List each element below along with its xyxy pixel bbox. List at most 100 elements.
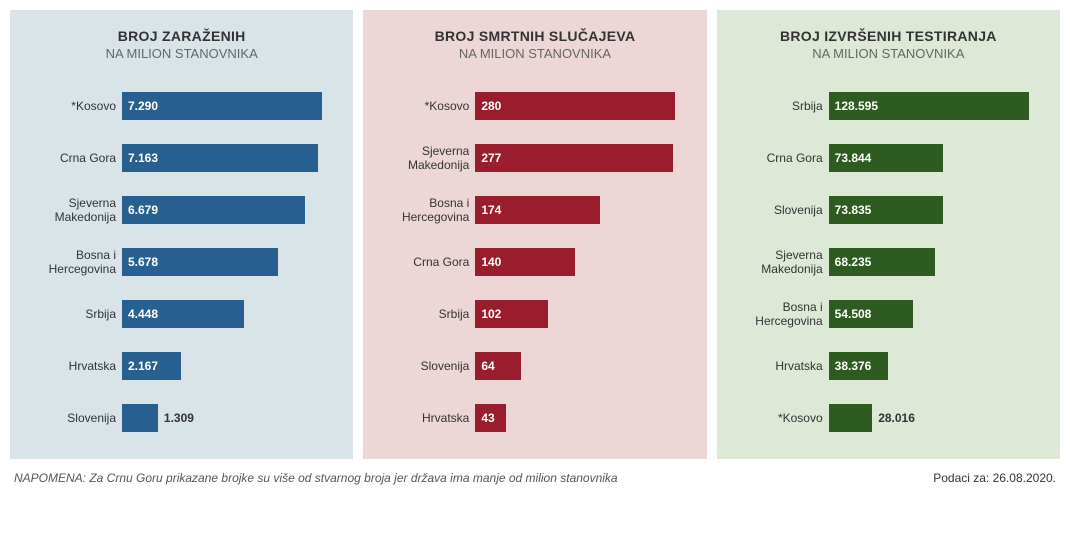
- bar-area: 102: [475, 295, 692, 333]
- bar: [122, 404, 158, 432]
- bar-value: 68.235: [829, 255, 872, 269]
- bar-row: Bosna i Hercegovina5.678: [24, 243, 339, 281]
- bar-area: 7.290: [122, 87, 339, 125]
- bar: 7.290: [122, 92, 322, 120]
- footnote-text: NAPOMENA: Za Crnu Goru prikazane brojke …: [14, 471, 618, 485]
- bar-value: 64: [475, 359, 494, 373]
- bar: 5.678: [122, 248, 278, 276]
- bar: 102: [475, 300, 548, 328]
- bar-row: Slovenija64: [377, 347, 692, 385]
- bar-value: 73.835: [829, 203, 872, 217]
- bar-label: Slovenija: [24, 411, 122, 425]
- bar-value: 54.508: [829, 307, 872, 321]
- bar-label: Srbija: [731, 99, 829, 113]
- panel-title: BROJ ZARAŽENIH: [24, 28, 339, 44]
- bar-label: Slovenija: [731, 203, 829, 217]
- bar-label: Sjeverna Makedonija: [731, 248, 829, 277]
- bar: 4.448: [122, 300, 244, 328]
- panels-container: BROJ ZARAŽENIH NA MILION STANOVNIKA *Kosov…: [10, 10, 1060, 459]
- bar-value: 7.163: [122, 151, 158, 165]
- bar-label: *Kosovo: [731, 411, 829, 425]
- bar-value: 43: [475, 411, 494, 425]
- date-text: Podaci za: 26.08.2020.: [933, 471, 1056, 485]
- bar: 43: [475, 404, 506, 432]
- bar-label: Hrvatska: [24, 359, 122, 373]
- bar-area: 6.679: [122, 191, 339, 229]
- bar-label: Crna Gora: [731, 151, 829, 165]
- bar-value: 5.678: [122, 255, 158, 269]
- bar-area: 2.167: [122, 347, 339, 385]
- bar-row: Bosna i Hercegovina174: [377, 191, 692, 229]
- bar-row: Crna Gora73.844: [731, 139, 1046, 177]
- bar-row: Slovenija1.309: [24, 399, 339, 437]
- bar: 73.844: [829, 144, 944, 172]
- bar-area: 174: [475, 191, 692, 229]
- bar-value: 2.167: [122, 359, 158, 373]
- bar-label: Crna Gora: [377, 255, 475, 269]
- bar: 280: [475, 92, 675, 120]
- bar-row: Bosna i Hercegovina54.508: [731, 295, 1046, 333]
- bar-label: Crna Gora: [24, 151, 122, 165]
- panel-deaths: BROJ SMRTNIH SLUČAJEVA NA MILION STANOVNI…: [363, 10, 706, 459]
- bar-area: 128.595: [829, 87, 1046, 125]
- bar-area: 68.235: [829, 243, 1046, 281]
- bar-label: *Kosovo: [377, 99, 475, 113]
- bar-area: 1.309: [122, 399, 339, 437]
- bar-value: 102: [475, 307, 501, 321]
- bar-label: Bosna i Hercegovina: [731, 300, 829, 329]
- bar: 277: [475, 144, 673, 172]
- bars-list: *Kosovo7.290 Crna Gora7.163 Sjeverna Maked…: [24, 87, 339, 437]
- bar-value: 277: [475, 151, 501, 165]
- panel-header: BROJ SMRTNIH SLUČAJEVA NA MILION STANOVNI…: [377, 28, 692, 61]
- bar: 38.376: [829, 352, 889, 380]
- panel-title: BROJ SMRTNIH SLUČAJEVA: [377, 28, 692, 44]
- bar-area: 28.016: [829, 399, 1046, 437]
- bar: 73.835: [829, 196, 944, 224]
- bar-row: *Kosovo7.290: [24, 87, 339, 125]
- panel-subtitle: NA MILION STANOVNIKA: [731, 46, 1046, 61]
- bar: 128.595: [829, 92, 1029, 120]
- bar-row: Srbija128.595: [731, 87, 1046, 125]
- bar: 174: [475, 196, 599, 224]
- panel-infected: BROJ ZARAŽENIH NA MILION STANOVNIKA *Kosov…: [10, 10, 353, 459]
- panel-header: BROJ IZVRŠENIH TESTIRANJANA MILION STANO…: [731, 28, 1046, 61]
- bar-area: 277: [475, 139, 692, 177]
- bar-label: Bosna i Hercegovina: [24, 248, 122, 277]
- bar-row: Sjeverna Makedonija68.235: [731, 243, 1046, 281]
- bar-area: 4.448: [122, 295, 339, 333]
- bar: 6.679: [122, 196, 305, 224]
- footer: NAPOMENA: Za Crnu Goru prikazane brojke …: [10, 471, 1060, 485]
- bar-row: *Kosovo280: [377, 87, 692, 125]
- bar-label: Bosna i Hercegovina: [377, 196, 475, 225]
- bar-row: *Kosovo28.016: [731, 399, 1046, 437]
- bar-label: Sjeverna Makedonija: [377, 144, 475, 173]
- bar-row: Crna Gora140: [377, 243, 692, 281]
- bar-row: Hrvatska2.167: [24, 347, 339, 385]
- bar-area: 43: [475, 399, 692, 437]
- bar-area: 280: [475, 87, 692, 125]
- bar-label: *Kosovo: [24, 99, 122, 113]
- bar-value: 73.844: [829, 151, 872, 165]
- bar-label: Srbija: [377, 307, 475, 321]
- bar-row: Hrvatska38.376: [731, 347, 1046, 385]
- panel-subtitle: NA MILION STANOVNIKA: [377, 46, 692, 61]
- bar: 54.508: [829, 300, 914, 328]
- bar-value: 174: [475, 203, 501, 217]
- bar-value: 280: [475, 99, 501, 113]
- panel-subtitle: NA MILION STANOVNIKA: [24, 46, 339, 61]
- bar-area: 54.508: [829, 295, 1046, 333]
- panel-tests: BROJ IZVRŠENIH TESTIRANJANA MILION STANO…: [717, 10, 1060, 459]
- bars-list: Srbija128.595Crna Gora73.844Slovenija73.…: [731, 87, 1046, 437]
- bar-row: Crna Gora7.163: [24, 139, 339, 177]
- bar: 2.167: [122, 352, 181, 380]
- bar-value: 7.290: [122, 99, 158, 113]
- bar-area: 73.835: [829, 191, 1046, 229]
- bar-row: Sjeverna Makedonija277: [377, 139, 692, 177]
- bar-label: Hrvatska: [377, 411, 475, 425]
- bar-row: Srbija102: [377, 295, 692, 333]
- bar-label: Sjeverna Makedonija: [24, 196, 122, 225]
- bar: 68.235: [829, 248, 935, 276]
- bar-area: 5.678: [122, 243, 339, 281]
- bar: 7.163: [122, 144, 318, 172]
- bar-row: Hrvatska43: [377, 399, 692, 437]
